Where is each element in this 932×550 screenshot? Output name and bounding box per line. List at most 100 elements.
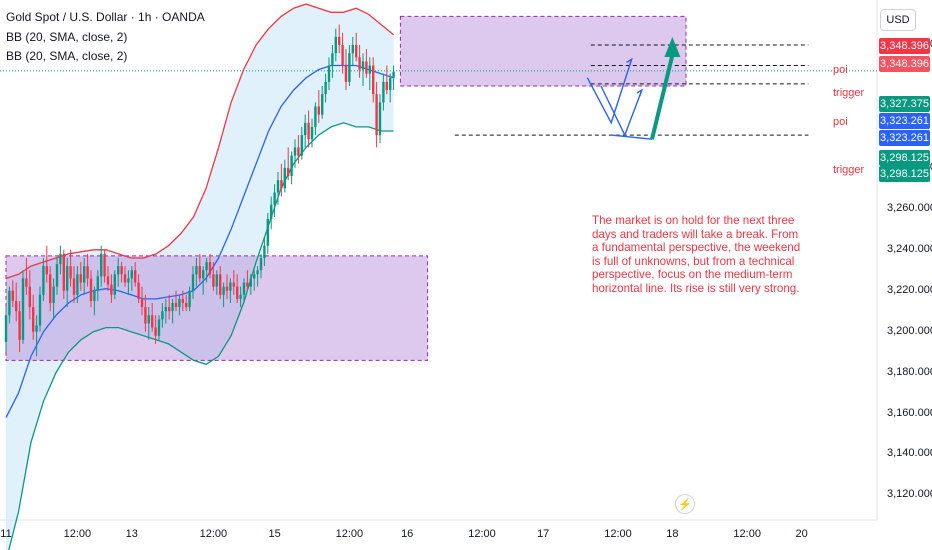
price-tag: 3,348.396 xyxy=(879,56,930,72)
indicator-legend-1[interactable]: BB (20, SMA, close, 2) xyxy=(6,30,128,44)
candle-body xyxy=(66,266,69,291)
candle-body xyxy=(341,45,344,66)
candle-body xyxy=(178,298,181,308)
candle-body xyxy=(389,77,392,91)
candle-body xyxy=(134,270,137,283)
price-tick: 3,160.000 xyxy=(887,406,932,419)
candle-body xyxy=(93,290,96,301)
time-tick: 12:00 xyxy=(604,528,632,540)
candle-body xyxy=(372,65,375,95)
candle-body xyxy=(15,300,18,312)
price-tick: 3,260.000 xyxy=(887,201,932,214)
candle-body xyxy=(161,311,164,320)
candle-body xyxy=(304,122,307,136)
candle-body xyxy=(236,286,239,299)
candle-body xyxy=(324,81,327,95)
price-tag: 3,327.375 xyxy=(879,96,930,112)
candle-body xyxy=(127,278,130,283)
candle-body xyxy=(151,315,154,328)
time-tick: 11 xyxy=(0,528,12,540)
candle-body xyxy=(256,270,259,275)
candle-body xyxy=(100,253,103,277)
candle-body xyxy=(69,266,72,279)
candle-body xyxy=(8,290,11,316)
candle-body xyxy=(89,278,93,301)
candle-body xyxy=(4,315,8,342)
candle-body xyxy=(185,302,188,308)
candle-body xyxy=(290,155,293,177)
price-tick: 3,220.000 xyxy=(887,283,932,296)
price-tick: 3,140.000 xyxy=(887,447,932,460)
analysis-note[interactable]: The market is on hold for the next three… xyxy=(592,214,801,295)
candle-body xyxy=(263,245,266,258)
time-tick: 16 xyxy=(401,528,414,540)
candle-body xyxy=(35,325,38,332)
candle-body xyxy=(32,307,35,332)
candle-body xyxy=(368,65,371,74)
indicator-legend-2[interactable]: BB (20, SMA, close, 2) xyxy=(6,49,128,63)
lightning-icon[interactable]: ⚡ xyxy=(675,494,695,514)
candle-body xyxy=(385,81,388,91)
price-tick: 3,180.000 xyxy=(887,365,932,378)
candle-body xyxy=(314,106,317,127)
candle-body xyxy=(253,274,256,279)
candle-body xyxy=(103,253,106,277)
candle-body xyxy=(239,294,242,299)
candle-body xyxy=(195,266,198,275)
candle-body xyxy=(191,274,195,291)
candle-body xyxy=(25,278,28,287)
candle-body xyxy=(110,284,113,295)
candle-body xyxy=(117,266,120,275)
candle-body xyxy=(300,135,303,156)
candle-body xyxy=(164,307,167,312)
candle-body xyxy=(86,266,89,279)
candle-body xyxy=(49,274,52,303)
projection-arrowhead-1 xyxy=(626,57,633,66)
candle-body xyxy=(249,278,252,287)
candle-body xyxy=(62,253,65,291)
candle-body xyxy=(365,61,368,74)
candle-body xyxy=(168,307,171,312)
price-tag: 3,323.261 xyxy=(879,113,930,129)
candle-body xyxy=(327,65,331,82)
candle-body xyxy=(147,315,150,324)
time-tick: 17 xyxy=(537,528,550,540)
currency-button[interactable]: USD xyxy=(880,9,916,31)
candle-body xyxy=(287,167,290,177)
candle-body xyxy=(140,298,144,308)
projection-arrowhead-2 xyxy=(636,88,644,97)
candle-body xyxy=(219,274,222,295)
price-tag: 3,298.125 xyxy=(879,166,930,182)
candle-body xyxy=(276,180,280,193)
time-tick: 12:00 xyxy=(335,528,364,540)
candle-body xyxy=(72,278,76,295)
candle-body xyxy=(144,307,147,324)
candle-body xyxy=(229,282,232,291)
candle-body xyxy=(154,327,157,336)
projection-path-2 xyxy=(600,85,643,137)
candle-body xyxy=(45,266,48,275)
candle-body xyxy=(338,36,341,46)
candle-body xyxy=(83,266,86,283)
candle-body xyxy=(198,266,201,279)
green-arrow-head xyxy=(664,37,681,58)
candle-body xyxy=(171,302,174,312)
candle-body xyxy=(259,257,263,271)
candle-body xyxy=(344,65,348,82)
candle-body xyxy=(266,219,269,246)
candle-body xyxy=(270,204,273,220)
candle-body xyxy=(28,286,31,308)
candle-body xyxy=(351,45,354,54)
candle-body xyxy=(215,274,218,287)
price-tag: 3,298.125 xyxy=(879,150,930,166)
candle-body xyxy=(18,311,21,340)
candle-body xyxy=(242,282,246,295)
candle-body xyxy=(273,192,276,205)
bb-lower-line xyxy=(8,122,394,550)
candle-body xyxy=(120,266,123,275)
candle-body xyxy=(293,147,297,156)
level-label: poi xyxy=(833,116,848,128)
level-label: poi xyxy=(833,64,848,76)
time-tick: 12:00 xyxy=(199,528,228,540)
